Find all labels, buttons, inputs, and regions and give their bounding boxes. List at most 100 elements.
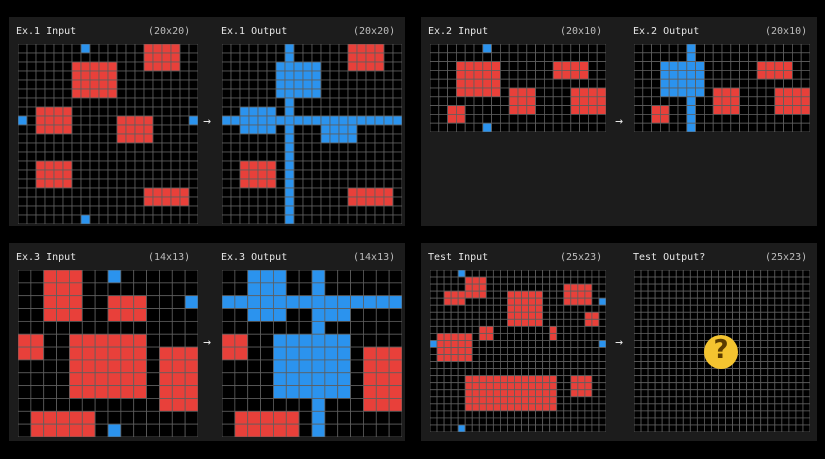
- test-input-empty-cell: [528, 325, 536, 334]
- ex2-output-empty-cell: [634, 114, 644, 124]
- ex1-output-red-cell: [248, 178, 259, 189]
- ex2-output-red-cell: [721, 96, 732, 106]
- test-output-empty-cell: [760, 304, 769, 313]
- ex1-input-empty-cell: [134, 88, 145, 99]
- ex3-input-red-cell: [69, 385, 83, 399]
- ex1-input-empty-cell: [179, 178, 190, 189]
- ex2-input-empty-cell: [535, 105, 545, 115]
- ex1-input-red-cell: [107, 79, 118, 90]
- ex1-input-empty-cell: [18, 79, 28, 90]
- ex2-output-empty-cell: [642, 78, 653, 89]
- ex1-input-empty-cell: [170, 70, 181, 81]
- test-output-empty-cell: [774, 354, 783, 362]
- test-input-empty-cell: [450, 304, 459, 313]
- ex3-output-red-cell: [285, 423, 300, 437]
- test-input-empty-cell: [457, 389, 466, 398]
- ex2-input-empty-cell: [561, 122, 572, 132]
- ex3-input-red-cell: [81, 372, 96, 387]
- example-1-output-dims: (20x20): [353, 26, 396, 37]
- ex1-output-empty-cell: [329, 196, 340, 207]
- ex1-output-empty-cell: [239, 79, 250, 90]
- test-input-red-cell: [464, 332, 473, 341]
- test-output-empty-cell: [640, 332, 649, 341]
- ex3-input-empty-cell: [94, 398, 109, 412]
- ex2-output-red-cell: [800, 87, 810, 98]
- ex1-output-empty-cell: [392, 124, 402, 135]
- test-output-empty-cell: [753, 297, 762, 306]
- test-output-empty-cell: [767, 283, 776, 292]
- test-output-empty-cell: [661, 368, 670, 377]
- ex1-output-empty-cell: [248, 52, 259, 63]
- ex1-output-empty-cell: [392, 169, 402, 180]
- ex2-output-red-cell: [791, 96, 802, 106]
- ex1-input-empty-cell: [170, 79, 181, 90]
- ex2-output-blue-cell: [677, 61, 688, 71]
- test-output-empty-cell: [788, 403, 797, 412]
- ex1-input-empty-cell: [26, 187, 37, 198]
- example-2-output-title: Ex.2 Output: [633, 26, 700, 37]
- ex3-output-empty-cell: [337, 423, 351, 437]
- ex3-output-blue-cell: [273, 372, 287, 387]
- ex1-output-empty-cell: [293, 151, 304, 162]
- ex3-input-empty-cell: [69, 398, 83, 412]
- ex2-output-empty-cell: [748, 122, 758, 132]
- test-input-empty-cell: [570, 410, 579, 419]
- ex1-input-red-cell: [152, 61, 163, 72]
- ex1-input-empty-cell: [62, 205, 73, 216]
- ex2-input-empty-cell: [579, 52, 589, 63]
- test-input-red-cell: [464, 340, 473, 348]
- test-input-red-cell: [464, 276, 473, 285]
- ex3-input-empty-cell: [120, 423, 135, 437]
- test-output-empty-cell: [668, 396, 677, 405]
- ex3-output-red-cell: [234, 333, 249, 348]
- ex1-input-empty-cell: [134, 44, 145, 54]
- ex1-input-empty-cell: [152, 169, 163, 180]
- ex1-output-red-cell: [347, 61, 358, 72]
- ex3-output-empty-cell: [222, 385, 236, 399]
- ex3-output-empty-cell: [298, 320, 313, 335]
- ex3-input-red-cell: [56, 410, 70, 425]
- test-output-empty-cell: [781, 318, 790, 327]
- ex3-output-blue-cell: [337, 372, 351, 387]
- test-input-empty-cell: [542, 283, 551, 292]
- ex1-output-empty-cell: [365, 169, 376, 180]
- ex2-output-empty-cell: [765, 78, 776, 89]
- test-output-empty-cell: [767, 304, 776, 313]
- ex2-input-empty-cell: [464, 52, 475, 63]
- ex2-output-empty-cell: [800, 44, 810, 54]
- ex2-output-red-cell: [756, 69, 767, 80]
- test-output-empty-cell: [634, 283, 642, 292]
- ex3-input-empty-cell: [159, 295, 173, 309]
- test-input-empty-cell: [436, 283, 445, 292]
- ex3-output-red-cell: [363, 359, 377, 374]
- ex2-input-red-cell: [491, 78, 501, 89]
- test-input-empty-cell: [436, 403, 445, 412]
- test-input-empty-cell: [492, 417, 501, 426]
- test-input-empty-cell: [528, 283, 536, 292]
- test-output-empty-cell: [704, 270, 712, 278]
- ex1-input-empty-cell: [89, 151, 100, 162]
- test-output-empty-cell: [767, 361, 776, 370]
- ex2-input-red-cell: [552, 61, 563, 71]
- ex1-output-blue-cell: [329, 124, 340, 135]
- test-output-empty-cell: [696, 354, 705, 362]
- test-output-empty-cell: [668, 311, 677, 320]
- ex1-input-empty-cell: [71, 97, 82, 108]
- ex1-output-blue-cell: [356, 115, 367, 126]
- ex1-input-empty-cell: [161, 133, 172, 144]
- ex1-input-empty-cell: [80, 142, 91, 153]
- test-input-empty-cell: [591, 283, 600, 292]
- ex1-output-blue-cell: [257, 124, 268, 135]
- example-2-arrow: →: [615, 114, 623, 129]
- test-input-empty-cell: [542, 325, 551, 334]
- test-input-empty-cell: [514, 347, 522, 355]
- test-input-empty-cell: [485, 347, 494, 355]
- test-input-red-cell: [464, 396, 473, 405]
- ex3-output-empty-cell: [273, 320, 287, 335]
- ex2-input-empty-cell: [430, 61, 440, 71]
- ex3-input-empty-cell: [184, 282, 198, 297]
- ex2-input-empty-cell: [526, 61, 537, 71]
- test-input-empty-cell: [577, 311, 586, 320]
- test-output-empty-cell: [654, 325, 663, 334]
- test-input-red-cell: [436, 340, 445, 348]
